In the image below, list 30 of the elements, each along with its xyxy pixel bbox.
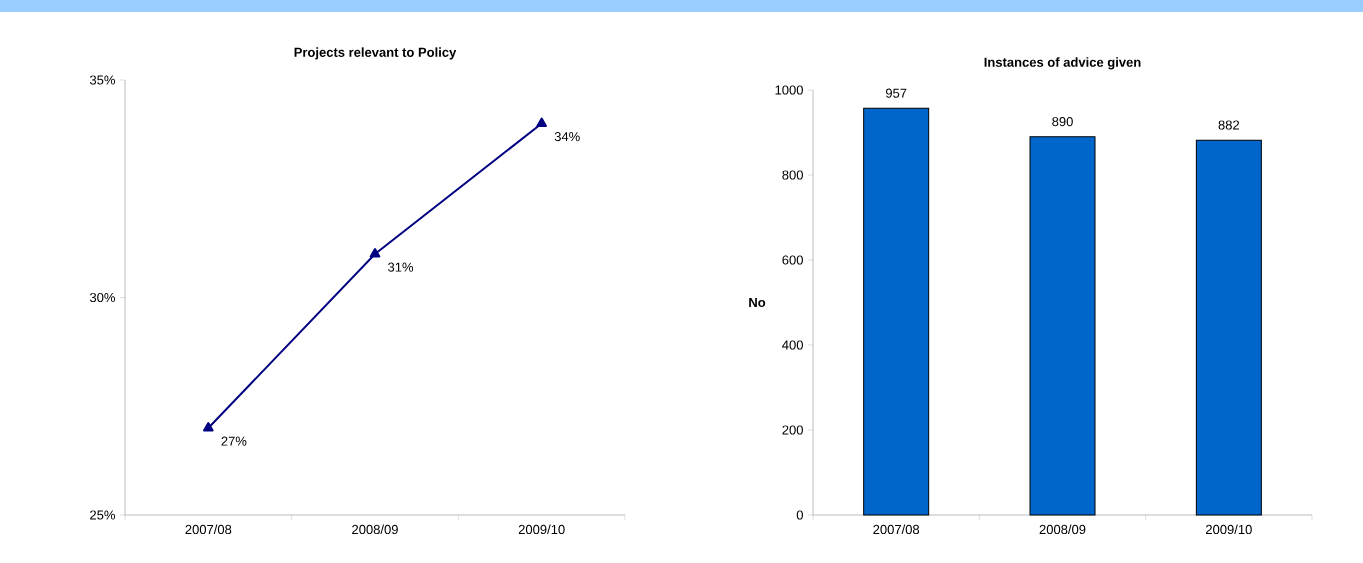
y-tick-label: 800 (782, 170, 803, 180)
data-label: 882 (1218, 120, 1240, 130)
point (536, 117, 547, 127)
y-tick-label: 35% (89, 75, 116, 85)
y-tick-label: 400 (782, 340, 803, 350)
point (369, 248, 381, 258)
data-label: 34% (554, 132, 580, 142)
bar (863, 107, 930, 516)
x-tick-label: 2009/10 (518, 524, 565, 535)
bar (1029, 136, 1096, 516)
data-label: 27% (221, 436, 247, 446)
x-tick-label: 2007/08 (185, 524, 232, 535)
x-tick-label: 2008/09 (352, 524, 398, 535)
x-tick-label: 2009/10 (1206, 524, 1252, 535)
bar (1195, 139, 1262, 516)
chart-title: Projects relevant to Policy (294, 47, 457, 60)
y-tick-label: 1000 (775, 85, 803, 95)
data-label: 957 (885, 88, 907, 98)
y-tick-label: 25% (90, 510, 116, 520)
x-tick-label: 2007/08 (873, 524, 920, 535)
y-tick-label: 600 (782, 255, 803, 265)
y-tick-label: 0 (796, 510, 803, 520)
data-label: 890 (1052, 117, 1073, 127)
y-axis-title: No (749, 297, 766, 308)
data-label: 31% (388, 262, 414, 272)
point (203, 422, 214, 432)
chart-title: Instances of advice given (984, 57, 1141, 70)
y-tick-label: 30% (89, 292, 116, 303)
y-tick-label: 200 (782, 425, 803, 435)
x-tick-label: 2008/09 (1039, 524, 1086, 535)
